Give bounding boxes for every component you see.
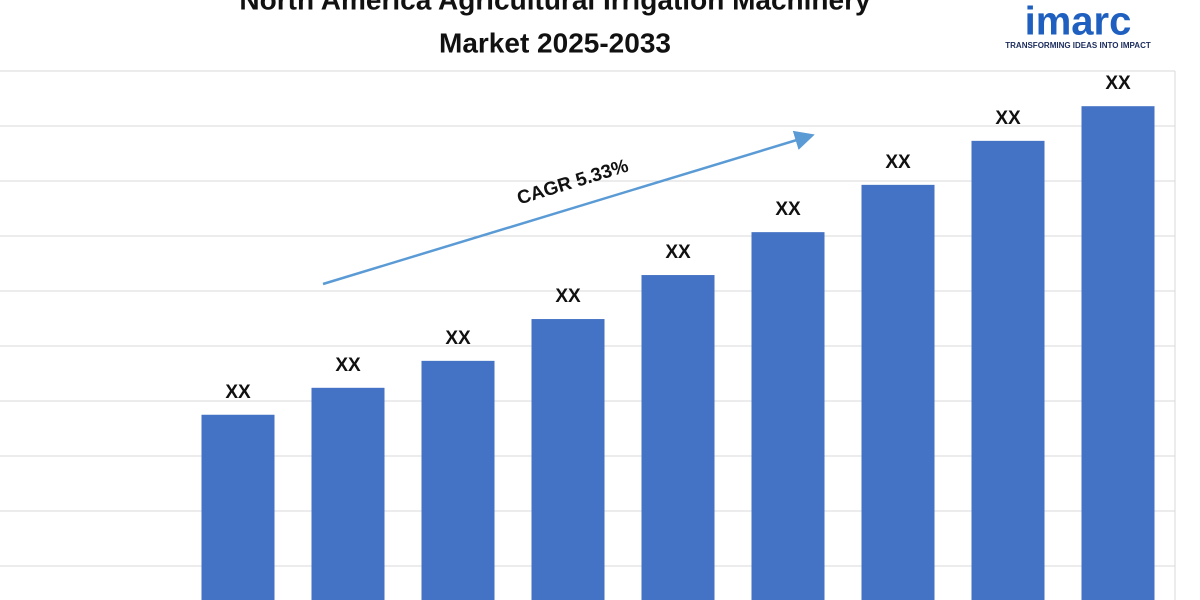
- chart-title: Market 2025-2033: [439, 27, 671, 58]
- logo-tagline: TRANSFORMING IDEAS INTO IMPACT: [1005, 41, 1151, 50]
- bar: [1081, 106, 1155, 600]
- bar: [311, 387, 385, 600]
- data-label: XX: [995, 108, 1021, 129]
- data-label: XX: [885, 152, 911, 173]
- data-label: XX: [775, 199, 801, 220]
- bar: [971, 140, 1045, 600]
- bar: [861, 184, 935, 600]
- bar: [641, 275, 715, 600]
- data-label: XX: [665, 242, 691, 263]
- cagr-arrow: [322, 130, 815, 286]
- bar: [531, 319, 605, 600]
- logo: imarc: [1025, 0, 1132, 44]
- data-label: XX: [225, 382, 251, 403]
- data-label: XX: [445, 328, 471, 349]
- data-label: XX: [335, 355, 361, 376]
- data-label: XX: [555, 286, 581, 307]
- bar: [421, 360, 495, 600]
- chart-title: North America Agricultural Irrigation Ma…: [239, 0, 871, 15]
- bar: [201, 414, 275, 600]
- cagr-label: CAGR 5.33%: [515, 156, 631, 210]
- bar: [751, 232, 825, 600]
- data-label: XX: [1105, 73, 1131, 94]
- plot: XX XX XX XX XX XX XX XX XX: [0, 70, 1175, 600]
